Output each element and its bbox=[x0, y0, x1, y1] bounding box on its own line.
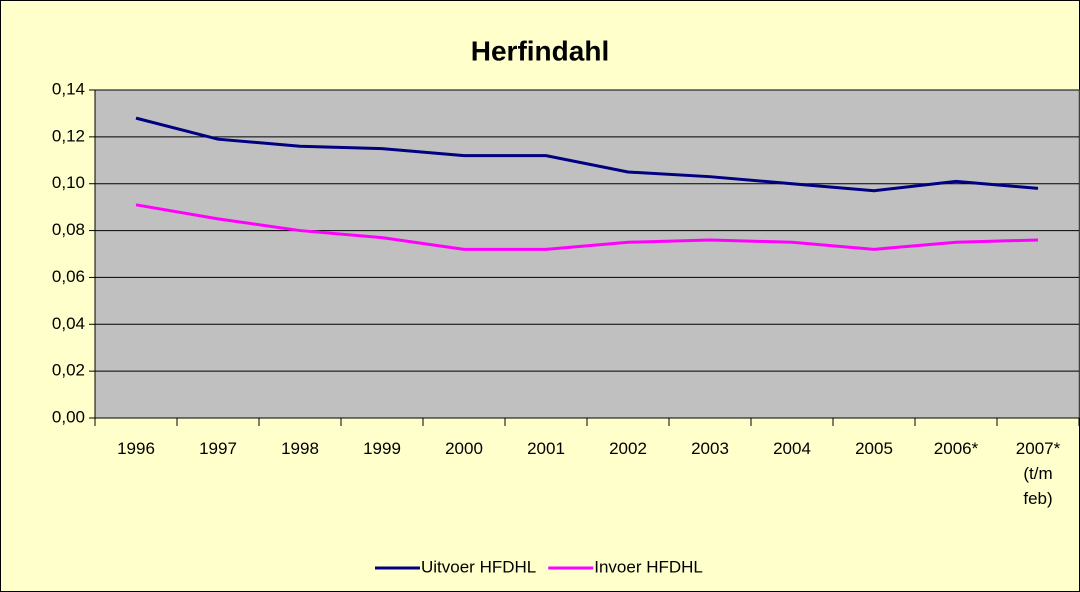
y-tick-label: 0,06 bbox=[52, 267, 85, 286]
x-tick-label: 2003 bbox=[691, 439, 729, 458]
x-tick-label: 1998 bbox=[281, 439, 319, 458]
y-tick-label: 0,08 bbox=[52, 220, 85, 239]
x-tick-label: 2002 bbox=[609, 439, 647, 458]
x-tick-label: 1996 bbox=[117, 439, 155, 458]
x-tick-label: 2001 bbox=[527, 439, 565, 458]
x-tick-label: 2005 bbox=[855, 439, 893, 458]
legend-label: Invoer HFDHL bbox=[594, 557, 703, 576]
y-tick-label: 0,00 bbox=[52, 407, 85, 426]
x-tick-label: 2004 bbox=[773, 439, 811, 458]
chart-title: Herfindahl bbox=[471, 35, 609, 66]
y-tick-label: 0,02 bbox=[52, 361, 85, 380]
x-tick-label: 1999 bbox=[363, 439, 401, 458]
series-line bbox=[135, 203, 1039, 251]
y-tick-label: 0,12 bbox=[52, 126, 85, 145]
x-tick-label: 2000 bbox=[445, 439, 483, 458]
y-tick-label: 0,10 bbox=[52, 173, 85, 192]
x-tick-label: 2007* (t/m feb) bbox=[1015, 439, 1061, 508]
x-tick-label: 2006* bbox=[933, 439, 979, 458]
plot-area bbox=[94, 89, 1080, 419]
y-tick-label: 0,04 bbox=[52, 314, 85, 333]
series-line bbox=[135, 116, 1039, 193]
legend-label: Uitvoer HFDHL bbox=[421, 557, 536, 576]
y-tick-label: 0,14 bbox=[52, 79, 85, 98]
x-tick-label: 1997 bbox=[199, 439, 237, 458]
